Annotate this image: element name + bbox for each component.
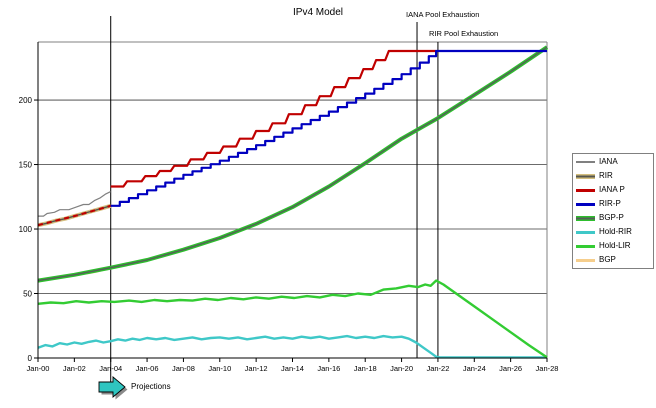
x-tick-label: Jan-10 <box>208 364 231 373</box>
series-iana-p-fit <box>37 204 112 227</box>
annotation-vlines <box>110 16 439 386</box>
legend-item-iana: IANA <box>573 155 653 169</box>
x-tick-label: Jan-18 <box>354 364 377 373</box>
series-iana <box>38 191 111 217</box>
chart-legend: IANA RIR IANA P RIR-P BGP-P Hold-RIR Hold-LIR B… <box>572 153 654 269</box>
x-tick-label: Jan-22 <box>426 364 449 373</box>
x-tick-label: Jan-24 <box>463 364 486 373</box>
y-tick-label: 150 <box>19 161 33 170</box>
legend-swatch-hold-rir <box>576 230 595 234</box>
legend-item-label: Hold-LIR <box>599 241 631 250</box>
series-bgp-p <box>37 45 549 283</box>
x-tick-label: Jan-14 <box>281 364 304 373</box>
series-iana-line <box>38 191 111 217</box>
legend-item-bgp-p: BGP-P <box>573 211 653 225</box>
y-tick-label: 0 <box>28 354 33 363</box>
series-iana-p <box>37 49 437 227</box>
projections-annotation: Projections <box>131 382 171 391</box>
y-tick-label: 100 <box>19 225 33 234</box>
x-tick-label: Jan-02 <box>63 364 86 373</box>
legend-swatch-hold-lir <box>576 244 595 248</box>
legend-item-iana-p: IANA P <box>573 183 653 197</box>
legend-item-hold-rir: Hold-RIR <box>573 225 653 239</box>
x-tick-label: Jan-12 <box>245 364 268 373</box>
x-tick-label: Jan-04 <box>99 364 122 373</box>
y-tick-label: 200 <box>19 96 33 105</box>
plot-border <box>38 41 548 358</box>
rir-pool-exhaustion-annotation: RIR Pool Exhaustion <box>429 29 499 38</box>
x-tick-label: Jan-16 <box>317 364 340 373</box>
legend-item-label: BGP-P <box>599 213 624 222</box>
legend-swatch-bgp <box>576 258 595 262</box>
legend-item-rir-p: RIR-P <box>573 197 653 211</box>
legend-swatch-rir-p <box>576 202 595 206</box>
y-tick-label: 50 <box>23 290 32 299</box>
series-hold-rir-line <box>37 334 547 359</box>
series-iana-p-line <box>110 49 437 188</box>
projections-arrow-icon <box>98 376 128 400</box>
x-tick-label: Jan-26 <box>499 364 522 373</box>
x-tick-label: Jan-06 <box>136 364 159 373</box>
legend-item-label: RIR <box>599 171 613 180</box>
legend-item-label: BGP <box>599 255 616 264</box>
x-tick-label: Jan-20 <box>390 364 413 373</box>
x-tick-label: Jan-28 <box>536 364 559 373</box>
gridlines <box>38 99 547 294</box>
iana-pool-exhaustion-annotation: IANA Pool Exhaustion <box>406 10 480 19</box>
series-rir-p-line <box>110 49 547 207</box>
series-bgp-p-fringe <box>37 45 549 283</box>
legend-item-label: Hold-RIR <box>599 227 632 236</box>
legend-item-hold-lir: Hold-LIR <box>573 239 653 253</box>
legend-swatch-iana-p <box>576 188 595 192</box>
series-hold-rir <box>37 334 547 359</box>
series-rir-p <box>110 49 547 207</box>
chart-title: IPv4 Model <box>293 7 344 18</box>
legend-swatch-iana <box>576 161 595 163</box>
series-hold-lir-line <box>37 279 548 359</box>
x-tick-label: Jan-00 <box>27 364 50 373</box>
legend-item-label: IANA <box>599 157 618 166</box>
axes <box>37 42 547 359</box>
legend-item-rir: RIR <box>573 169 653 183</box>
legend-item-label: IANA P <box>599 185 625 194</box>
series-bgp-p-core <box>37 46 548 282</box>
legend-item-bgp: BGP <box>573 253 653 267</box>
x-tick-label: Jan-08 <box>172 364 195 373</box>
axis-ticks-labels: 0 50 100 150 200 Jan-00 Jan-02 Jan-04 Jan-06 Jan-… <box>19 96 559 373</box>
legend-item-label: RIR-P <box>599 199 621 208</box>
legend-swatch-bgp-p <box>576 215 595 221</box>
series-hold-lir <box>37 279 548 359</box>
legend-swatch-rir <box>576 173 595 179</box>
